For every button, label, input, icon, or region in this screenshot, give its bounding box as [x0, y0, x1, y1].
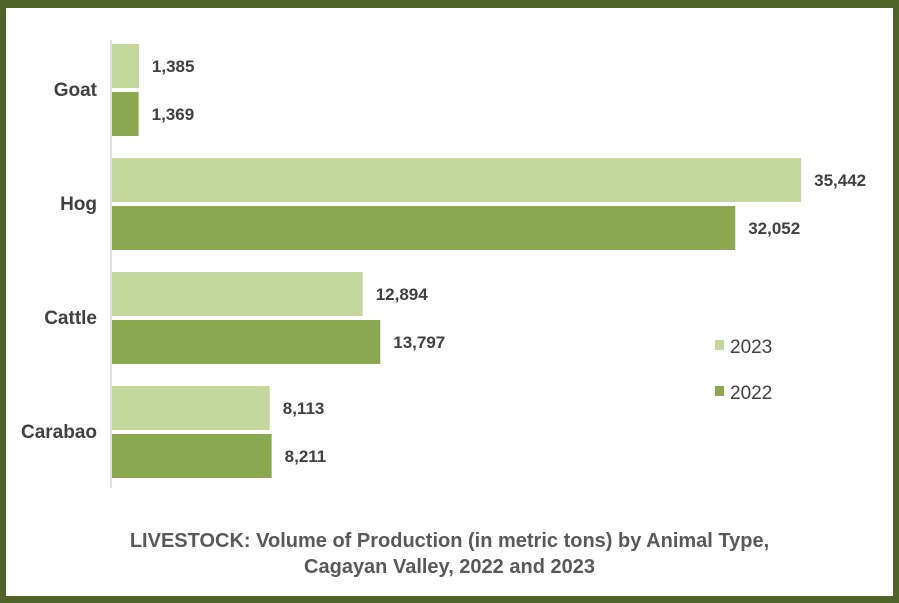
category-label-hog: Hog — [60, 194, 97, 215]
category-label-carabao: Carabao — [21, 422, 97, 443]
data-label-hog-2022: 32,052 — [748, 219, 800, 238]
chart-title: LIVESTOCK: Volume of Production (in metr… — [0, 528, 899, 580]
data-label-hog-2023: 35,442 — [814, 171, 866, 190]
bar-cattle-2023 — [112, 272, 363, 316]
data-label-carabao-2022: 8,211 — [285, 447, 327, 466]
legend-swatch-2023 — [715, 340, 724, 350]
category-label-goat: Goat — [54, 80, 98, 101]
legend-label-2023: 2023 — [730, 337, 772, 358]
bar-cattle-2022 — [112, 320, 381, 364]
data-label-cattle-2023: 12,894 — [376, 285, 429, 304]
bar-hog-2022 — [112, 206, 736, 250]
data-label-goat-2022: 1,369 — [152, 105, 195, 124]
data-label-cattle-2022: 13,797 — [393, 333, 445, 352]
bar-goat-2022 — [112, 92, 139, 136]
data-label-goat-2023: 1,385 — [152, 57, 195, 76]
chart-title-line-2: Cagayan Valley, 2022 and 2023 — [304, 556, 595, 578]
category-label-cattle: Cattle — [44, 308, 97, 329]
bar-goat-2023 — [112, 44, 139, 88]
bar-hog-2023 — [112, 158, 802, 202]
chart-title-line-1: LIVESTOCK: Volume of Production (in metr… — [129, 530, 770, 552]
bar-carabao-2022 — [112, 434, 272, 478]
legend-label-2022: 2022 — [730, 383, 772, 404]
data-label-carabao-2023: 8,113 — [283, 399, 325, 418]
bar-carabao-2023 — [112, 386, 270, 430]
legend-swatch-2022 — [715, 386, 724, 396]
